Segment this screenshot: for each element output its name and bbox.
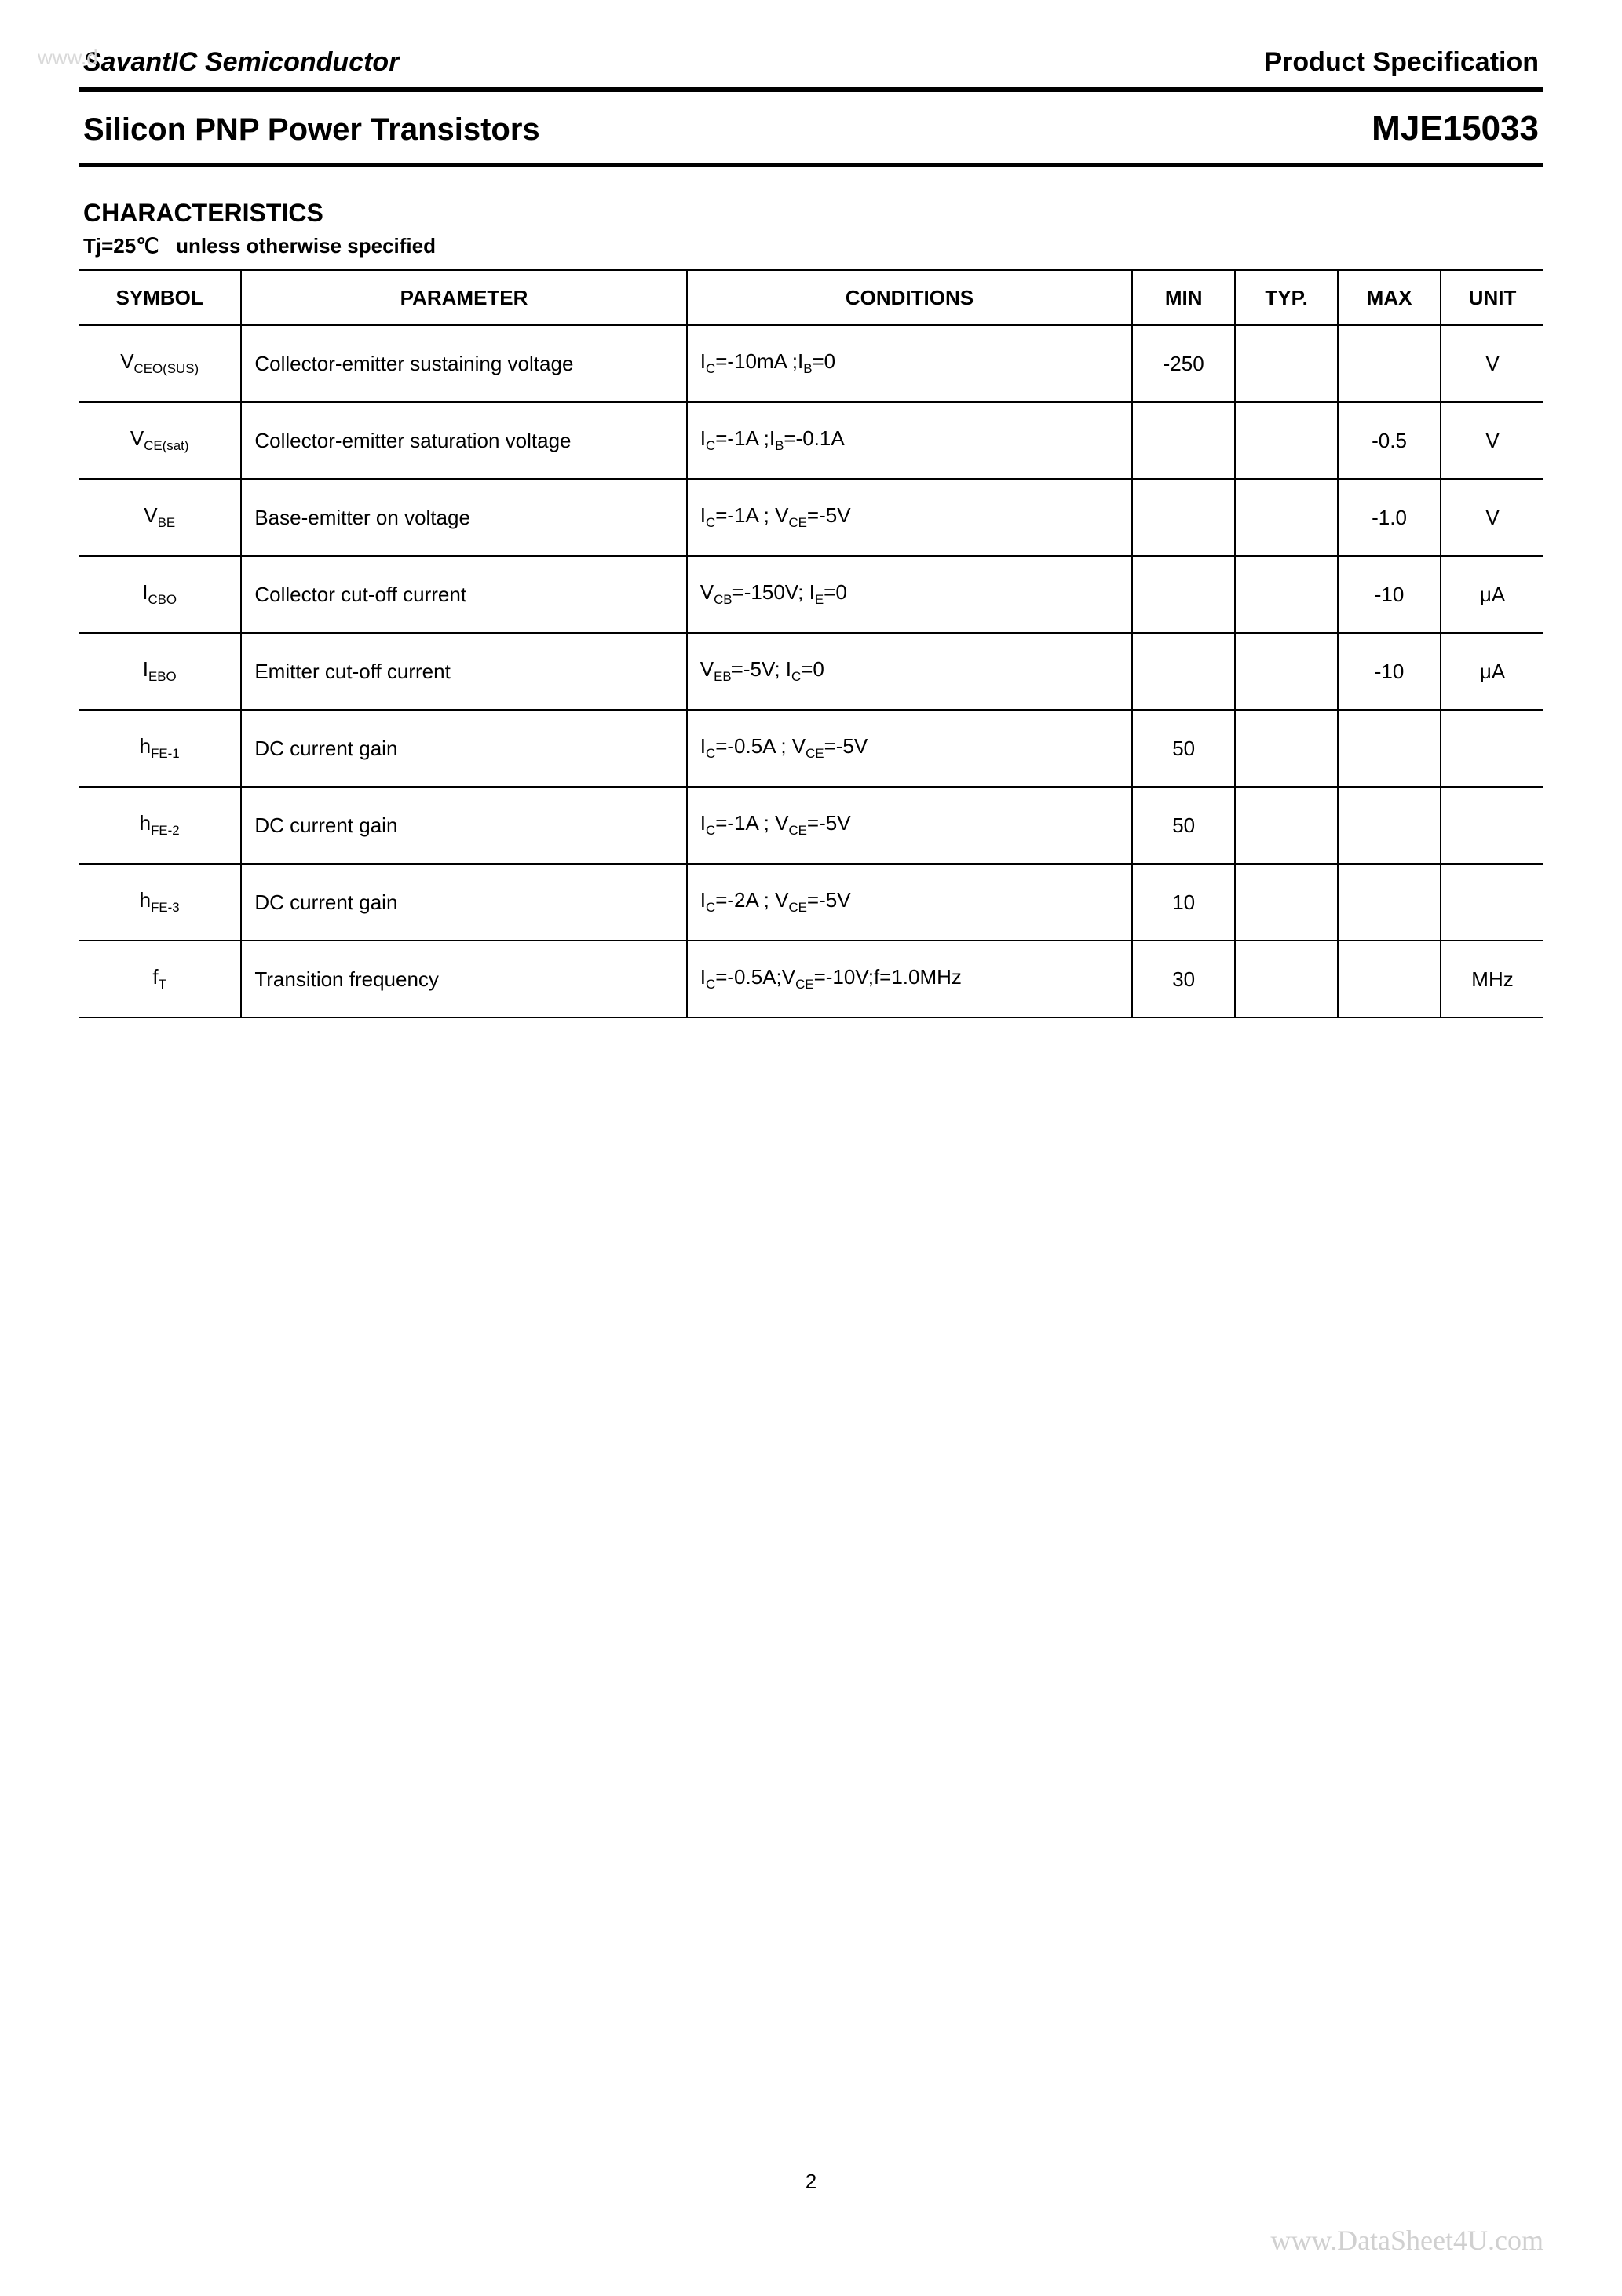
th-typ: TYP.: [1235, 270, 1338, 325]
table-row: VBEBase-emitter on voltageIC=-1A ; VCE=-…: [79, 479, 1543, 556]
footer-watermark: www.DataSheet4U.com: [1270, 2224, 1543, 2257]
header-row: SavantIC Semiconductor Product Specifica…: [79, 47, 1543, 87]
cell-symbol: hFE-3: [79, 864, 241, 941]
cell-conditions: VCB=-150V; IE=0: [687, 556, 1132, 633]
cell-parameter: Emitter cut-off current: [241, 633, 686, 710]
cell-symbol: ICBO: [79, 556, 241, 633]
subtitle-suffix: unless otherwise specified: [176, 234, 436, 258]
cell-min: 10: [1132, 864, 1235, 941]
cell-symbol: hFE-1: [79, 710, 241, 787]
cell-min: [1132, 479, 1235, 556]
th-symbol: SYMBOL: [79, 270, 241, 325]
cell-unit: V: [1441, 325, 1543, 402]
page-number: 2: [0, 2170, 1622, 2194]
cell-symbol: hFE-2: [79, 787, 241, 864]
cell-parameter: DC current gain: [241, 710, 686, 787]
cell-typ: [1235, 633, 1338, 710]
cell-typ: [1235, 787, 1338, 864]
cell-unit: [1441, 710, 1543, 787]
header-left: SavantIC Semiconductor: [83, 47, 399, 78]
cell-conditions: IC=-1A ; VCE=-5V: [687, 787, 1132, 864]
table-row: VCEO(SUS)Collector-emitter sustaining vo…: [79, 325, 1543, 402]
table-row: VCE(sat)Collector-emitter saturation vol…: [79, 402, 1543, 479]
cell-parameter: Transition frequency: [241, 941, 686, 1018]
cell-typ: [1235, 941, 1338, 1018]
cell-max: -10: [1338, 556, 1441, 633]
table-row: IEBOEmitter cut-off currentVEB=-5V; IC=0…: [79, 633, 1543, 710]
cell-conditions: IC=-0.5A ; VCE=-5V: [687, 710, 1132, 787]
cell-unit: [1441, 864, 1543, 941]
page: www.d SavantIC Semiconductor Product Spe…: [0, 0, 1622, 2296]
cell-conditions: IC=-1A ;IB=-0.1A: [687, 402, 1132, 479]
page-title: Silicon PNP Power Transistors: [83, 112, 540, 148]
th-conditions: CONDITIONS: [687, 270, 1132, 325]
cell-symbol: IEBO: [79, 633, 241, 710]
cell-min: 30: [1132, 941, 1235, 1018]
cell-min: -250: [1132, 325, 1235, 402]
cell-parameter: DC current gain: [241, 864, 686, 941]
cell-min: [1132, 556, 1235, 633]
cell-max: [1338, 941, 1441, 1018]
th-unit: UNIT: [1441, 270, 1543, 325]
cell-unit: V: [1441, 479, 1543, 556]
cell-parameter: Collector-emitter saturation voltage: [241, 402, 686, 479]
th-max: MAX: [1338, 270, 1441, 325]
cell-conditions: IC=-2A ; VCE=-5V: [687, 864, 1132, 941]
cell-min: [1132, 402, 1235, 479]
th-min: MIN: [1132, 270, 1235, 325]
cell-max: -1.0: [1338, 479, 1441, 556]
cell-max: [1338, 787, 1441, 864]
cell-symbol: VCE(sat): [79, 402, 241, 479]
cell-typ: [1235, 864, 1338, 941]
cell-conditions: IC=-10mA ;IB=0: [687, 325, 1132, 402]
cell-symbol: VCEO(SUS): [79, 325, 241, 402]
watermark-top: www.d: [38, 46, 98, 70]
table-row: hFE-3DC current gainIC=-2A ; VCE=-5V10: [79, 864, 1543, 941]
cell-parameter: DC current gain: [241, 787, 686, 864]
table-header-row: SYMBOL PARAMETER CONDITIONS MIN TYP. MAX…: [79, 270, 1543, 325]
header-right: Product Specification: [1265, 47, 1540, 78]
section-title: CHARACTERISTICS: [79, 167, 1543, 232]
cell-max: [1338, 325, 1441, 402]
table-row: fTTransition frequencyIC=-0.5A;VCE=-10V;…: [79, 941, 1543, 1018]
cell-min: [1132, 633, 1235, 710]
cell-unit: V: [1441, 402, 1543, 479]
cell-parameter: Collector cut-off current: [241, 556, 686, 633]
table-row: hFE-2DC current gainIC=-1A ; VCE=-5V50: [79, 787, 1543, 864]
title-row: Silicon PNP Power Transistors MJE15033: [79, 92, 1543, 163]
cell-max: [1338, 710, 1441, 787]
cell-min: 50: [1132, 710, 1235, 787]
cell-typ: [1235, 325, 1338, 402]
cell-conditions: VEB=-5V; IC=0: [687, 633, 1132, 710]
cell-min: 50: [1132, 787, 1235, 864]
cell-max: -10: [1338, 633, 1441, 710]
cell-typ: [1235, 479, 1338, 556]
cell-unit: μA: [1441, 556, 1543, 633]
cell-symbol: VBE: [79, 479, 241, 556]
cell-unit: [1441, 787, 1543, 864]
cell-typ: [1235, 710, 1338, 787]
table-row: ICBOCollector cut-off currentVCB=-150V; …: [79, 556, 1543, 633]
subtitle-prefix: Tj=25: [83, 234, 136, 258]
part-number: MJE15033: [1372, 109, 1539, 148]
characteristics-table: SYMBOL PARAMETER CONDITIONS MIN TYP. MAX…: [79, 269, 1543, 1018]
table-row: hFE-1DC current gainIC=-0.5A ; VCE=-5V50: [79, 710, 1543, 787]
cell-max: -0.5: [1338, 402, 1441, 479]
cell-parameter: Collector-emitter sustaining voltage: [241, 325, 686, 402]
cell-unit: μA: [1441, 633, 1543, 710]
cell-max: [1338, 864, 1441, 941]
cell-typ: [1235, 556, 1338, 633]
section-subtitle: Tj=25℃ unless otherwise specified: [79, 232, 1543, 269]
cell-conditions: IC=-1A ; VCE=-5V: [687, 479, 1132, 556]
th-parameter: PARAMETER: [241, 270, 686, 325]
cell-conditions: IC=-0.5A;VCE=-10V;f=1.0MHz: [687, 941, 1132, 1018]
cell-typ: [1235, 402, 1338, 479]
cell-unit: MHz: [1441, 941, 1543, 1018]
cell-parameter: Base-emitter on voltage: [241, 479, 686, 556]
degree-symbol: ℃: [136, 234, 159, 258]
cell-symbol: fT: [79, 941, 241, 1018]
